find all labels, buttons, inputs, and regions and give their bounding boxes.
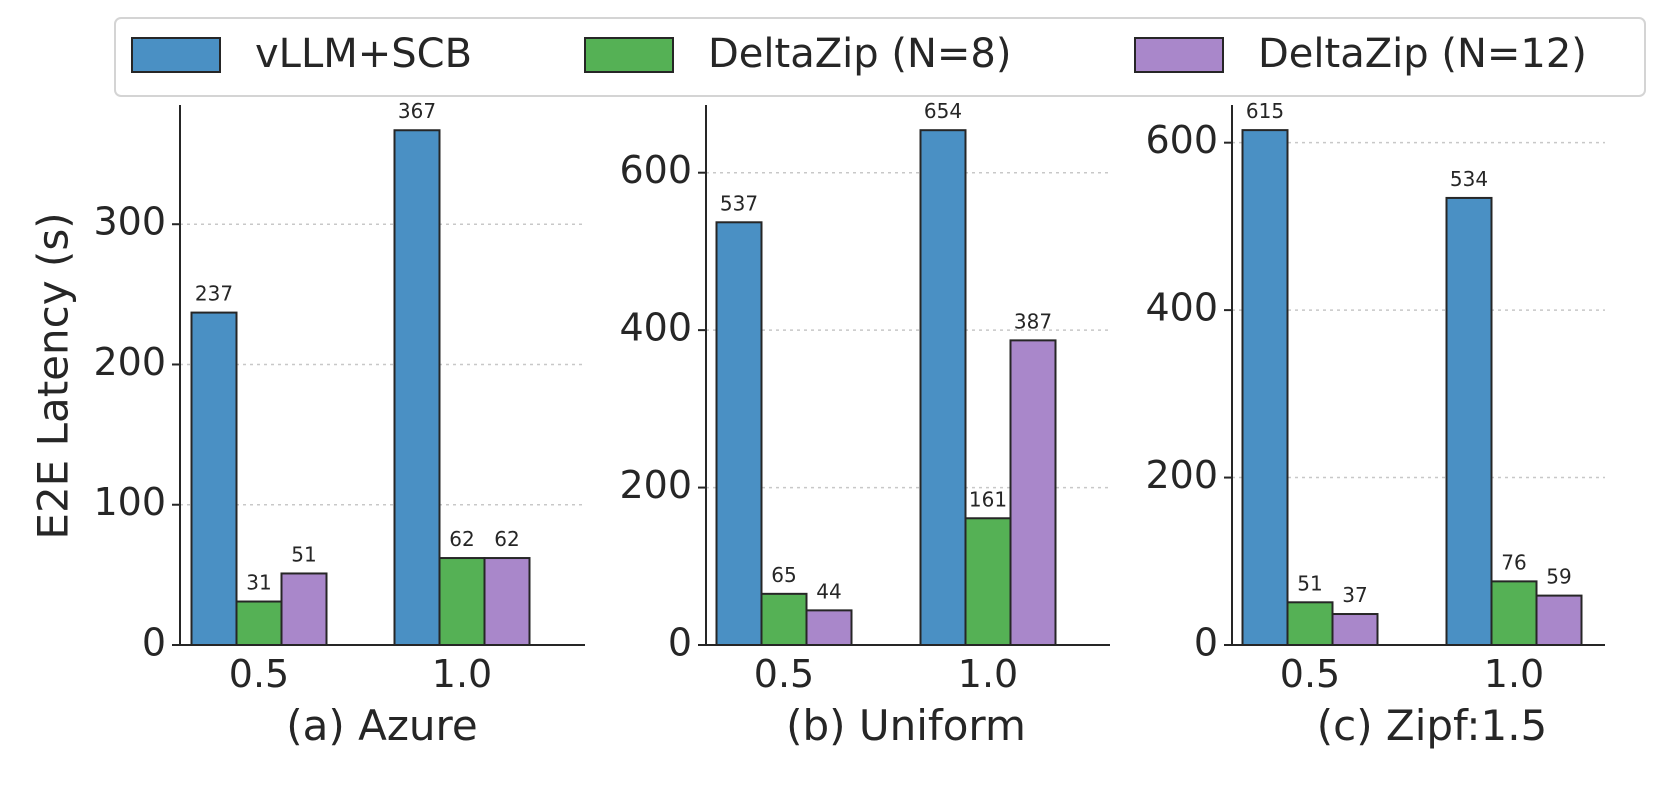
data-label: 31: [246, 571, 271, 595]
bar: [1009, 339, 1057, 646]
bar: [1286, 601, 1334, 646]
legend-label: DeltaZip (N=12): [1258, 31, 1587, 77]
bar: [438, 557, 486, 646]
bar: [235, 600, 283, 646]
x-tick-label: 1.0: [958, 652, 1018, 696]
data-label: 37: [1342, 583, 1367, 607]
bar: [715, 221, 763, 646]
bar: [190, 311, 238, 646]
data-label: 654: [924, 99, 962, 123]
y-tick-label: 600: [619, 148, 692, 192]
data-label: 367: [398, 99, 436, 123]
data-label: 161: [969, 487, 1007, 511]
bar: [483, 557, 531, 646]
bar: [280, 572, 328, 646]
x-tick-label: 0.5: [229, 652, 289, 696]
y-tick-label: 400: [619, 306, 692, 350]
legend-swatch: [584, 37, 674, 73]
bar: [964, 517, 1012, 647]
y-tick-label: 400: [1145, 286, 1218, 330]
x-tick-label: 0.5: [1280, 652, 1340, 696]
legend-swatch: [131, 37, 221, 73]
legend: vLLM+SCB DeltaZip (N=8) DeltaZip (N=12): [114, 17, 1646, 97]
y-tick-label: 100: [93, 480, 166, 524]
data-label: 44: [816, 579, 841, 603]
legend-frame: [114, 17, 1646, 97]
data-label: 65: [771, 563, 796, 587]
panel-x-label: (a) Azure: [286, 701, 477, 750]
y-tick-label: 600: [1145, 118, 1218, 162]
y-tick-label: 300: [93, 200, 166, 244]
data-label: 237: [195, 282, 233, 306]
y-axis-label: E2E Latency (s): [29, 212, 78, 539]
bar: [760, 592, 808, 646]
data-label: 76: [1501, 550, 1526, 574]
panel-1: 0 100 200 300 237 367 31 62 51 62 0.5 1.0 (a) Azure: [93, 99, 585, 750]
legend-swatch: [1134, 37, 1224, 73]
bar: [805, 609, 853, 647]
y-tick-label: 200: [1145, 453, 1218, 497]
data-label: 534: [1450, 167, 1488, 191]
data-label: 615: [1246, 99, 1284, 123]
data-label: 62: [494, 527, 519, 551]
y-tick-label: 0: [1194, 621, 1218, 665]
data-label: 62: [449, 527, 474, 551]
panel-3: 0 200 400 600 615 534 51 76 37 59 0.5 1.0 (c) Zipf:1…: [1145, 99, 1605, 750]
bar: [1445, 196, 1493, 646]
panel-x-label: (b) Uniform: [786, 701, 1026, 750]
y-tick-label: 200: [619, 463, 692, 507]
y-tick-label: 0: [142, 621, 166, 665]
x-tick-label: 0.5: [754, 652, 814, 696]
panel-x-label: (c) Zipf:1.5: [1317, 701, 1548, 750]
data-label: 387: [1014, 309, 1052, 333]
data-label: 59: [1546, 565, 1571, 589]
x-tick-label: 1.0: [432, 652, 492, 696]
data-label: 51: [291, 542, 316, 566]
y-tick-label: 0: [668, 621, 692, 665]
bar: [1535, 594, 1583, 647]
y-tick-label: 200: [93, 340, 166, 384]
x-tick-label: 1.0: [1484, 652, 1544, 696]
bar: [1331, 613, 1379, 646]
bar: [1241, 129, 1289, 646]
legend-label: vLLM+SCB: [255, 31, 472, 77]
data-label: 537: [720, 191, 758, 215]
bar: [393, 129, 441, 646]
panel-2: 0 200 400 600 537 654 65 161 44 387 0.5 1.0 (b) Unif…: [619, 99, 1110, 750]
data-label: 51: [1297, 571, 1322, 595]
bar: [919, 129, 967, 646]
bar: [1490, 580, 1538, 646]
legend-label: DeltaZip (N=8): [708, 31, 1011, 77]
